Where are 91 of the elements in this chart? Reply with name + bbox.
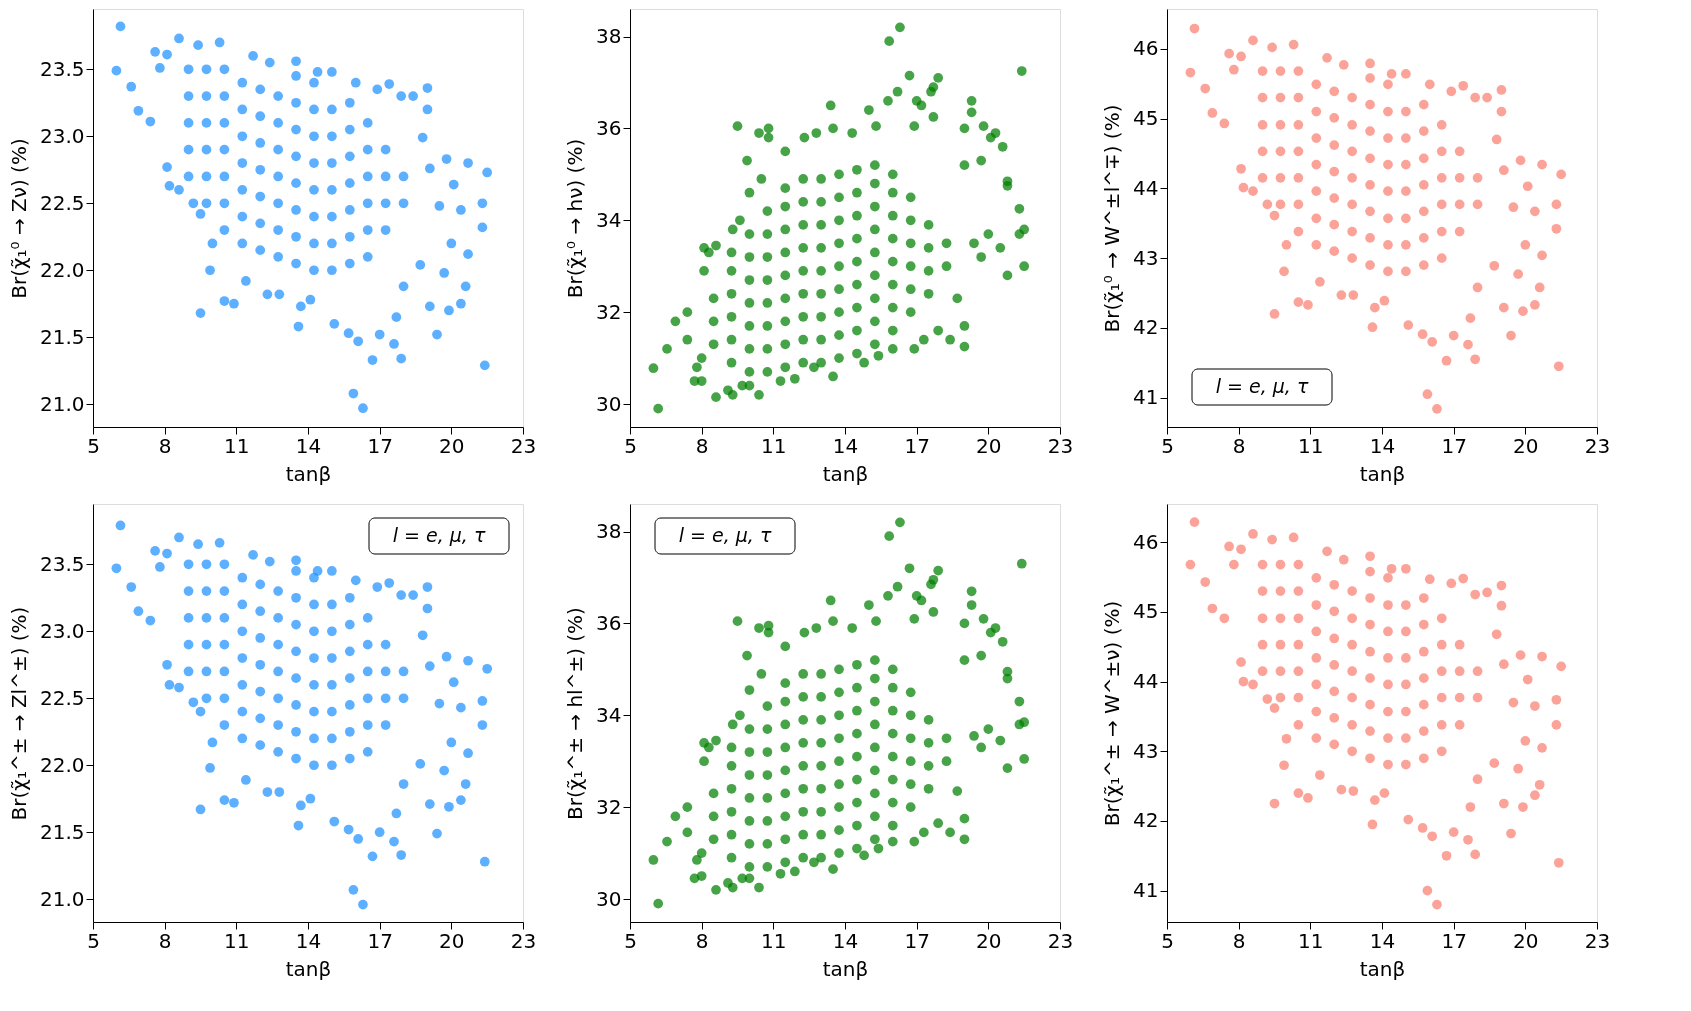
y-tick-label: 23.5 (39, 56, 85, 81)
y-tick-label: 36 (596, 115, 622, 140)
y-tick-label: 36 (596, 610, 622, 635)
x-tick-label: 8 (1232, 433, 1246, 458)
y-tick-label: 34 (596, 207, 622, 232)
y-axis-title: Br(χ̃₁^± → hl^±) (%) (563, 607, 588, 820)
x-tick-label: 17 (367, 433, 393, 458)
y-tick-label: 22.5 (39, 190, 85, 215)
x-axis-title: tanβ (822, 956, 869, 981)
x-tick-label: 8 (158, 433, 172, 458)
x-tick-label: 8 (1232, 928, 1246, 953)
y-axis-title: Br(χ̃₁^± → Zl^±) (%) (6, 606, 31, 821)
x-tick-label: 17 (1441, 433, 1467, 458)
x-tick-label: 14 (1369, 433, 1396, 458)
x-tick-label: 14 (832, 928, 859, 953)
x-axis-title: tanβ (285, 956, 332, 981)
x-tick-label: 20 (1513, 433, 1539, 458)
x-tick-label: 23 (1047, 433, 1074, 458)
y-axis-title: Br(χ̃₁⁰ → Zν) (%) (6, 138, 31, 299)
x-tick-label: 5 (624, 433, 637, 458)
x-tick-label: 14 (295, 928, 322, 953)
x-tick-label: 14 (832, 433, 859, 458)
x-tick-label: 5 (624, 928, 637, 953)
x-tick-label: 11 (1298, 433, 1324, 458)
y-tick-label: 21.5 (39, 819, 85, 844)
x-tick-label: 11 (761, 928, 787, 953)
y-tick-label: 34 (596, 702, 622, 727)
x-tick-label: 17 (904, 433, 930, 458)
y-axis-title: Br(χ̃₁⁰ → hν) (%) (563, 138, 588, 299)
y-tick-label: 43 (1133, 738, 1159, 763)
x-tick-label: 17 (367, 928, 393, 953)
x-tick-label: 5 (1161, 433, 1174, 458)
y-tick-label: 41 (1133, 878, 1159, 903)
y-tick-label: 38 (596, 24, 622, 49)
x-tick-label: 8 (158, 928, 172, 953)
y-tick-label: 23.0 (39, 123, 85, 148)
annotation: l = e, μ, τ (392, 524, 486, 546)
y-axis-title: Br(χ̃₁⁰ → W^±l^∓) (%) (1100, 104, 1125, 333)
x-tick-label: 20 (439, 928, 465, 953)
x-tick-label: 5 (87, 928, 100, 953)
y-tick-label: 21.0 (39, 886, 85, 911)
x-tick-label: 11 (761, 433, 787, 458)
y-tick-label: 32 (596, 794, 622, 819)
y-axis-title: Br(χ̃₁^± → W^±ν) (%) (1100, 600, 1125, 827)
x-tick-label: 17 (904, 928, 930, 953)
y-tick-label: 38 (596, 519, 622, 544)
x-tick-label: 20 (439, 433, 465, 458)
y-tick-label: 45 (1133, 106, 1159, 131)
x-tick-label: 20 (1513, 928, 1539, 953)
x-axis-title: tanβ (285, 461, 332, 486)
x-tick-label: 23 (510, 433, 537, 458)
x-tick-label: 11 (1298, 928, 1324, 953)
x-tick-label: 11 (224, 433, 250, 458)
x-tick-label: 14 (1369, 928, 1396, 953)
y-tick-label: 22.0 (39, 257, 85, 282)
annotation: l = e, μ, τ (678, 524, 772, 546)
x-tick-label: 8 (695, 433, 709, 458)
y-tick-label: 42 (1133, 808, 1159, 833)
x-tick-label: 11 (224, 928, 250, 953)
x-tick-label: 17 (1441, 928, 1467, 953)
annotation: l = e, μ, τ (1215, 375, 1309, 397)
y-tick-label: 30 (596, 391, 622, 416)
x-tick-label: 5 (1161, 928, 1174, 953)
y-tick-label: 45 (1133, 599, 1159, 624)
x-axis-title: tanβ (1359, 956, 1406, 981)
y-tick-label: 42 (1133, 315, 1159, 340)
y-tick-label: 41 (1133, 385, 1159, 410)
x-axis-title: tanβ (1359, 461, 1406, 486)
x-tick-label: 14 (295, 433, 322, 458)
x-tick-label: 20 (976, 433, 1002, 458)
y-tick-label: 21.0 (39, 391, 85, 416)
y-tick-label: 22.0 (39, 752, 85, 777)
y-tick-label: 21.5 (39, 324, 85, 349)
x-tick-label: 23 (1584, 928, 1611, 953)
y-tick-label: 23.5 (39, 551, 85, 576)
y-tick-label: 22.5 (39, 685, 85, 710)
y-tick-label: 30 (596, 886, 622, 911)
x-tick-label: 23 (1584, 433, 1611, 458)
x-tick-label: 23 (510, 928, 537, 953)
x-tick-label: 5 (87, 433, 100, 458)
y-tick-label: 46 (1133, 529, 1159, 554)
y-tick-label: 43 (1133, 245, 1159, 270)
x-tick-label: 23 (1047, 928, 1074, 953)
y-tick-label: 44 (1133, 669, 1159, 694)
x-tick-label: 20 (976, 928, 1002, 953)
x-axis-title: tanβ (822, 461, 869, 486)
y-tick-label: 46 (1133, 36, 1159, 61)
x-tick-label: 8 (695, 928, 709, 953)
y-tick-label: 44 (1133, 175, 1159, 200)
y-tick-label: 32 (596, 299, 622, 324)
y-tick-label: 23.0 (39, 618, 85, 643)
